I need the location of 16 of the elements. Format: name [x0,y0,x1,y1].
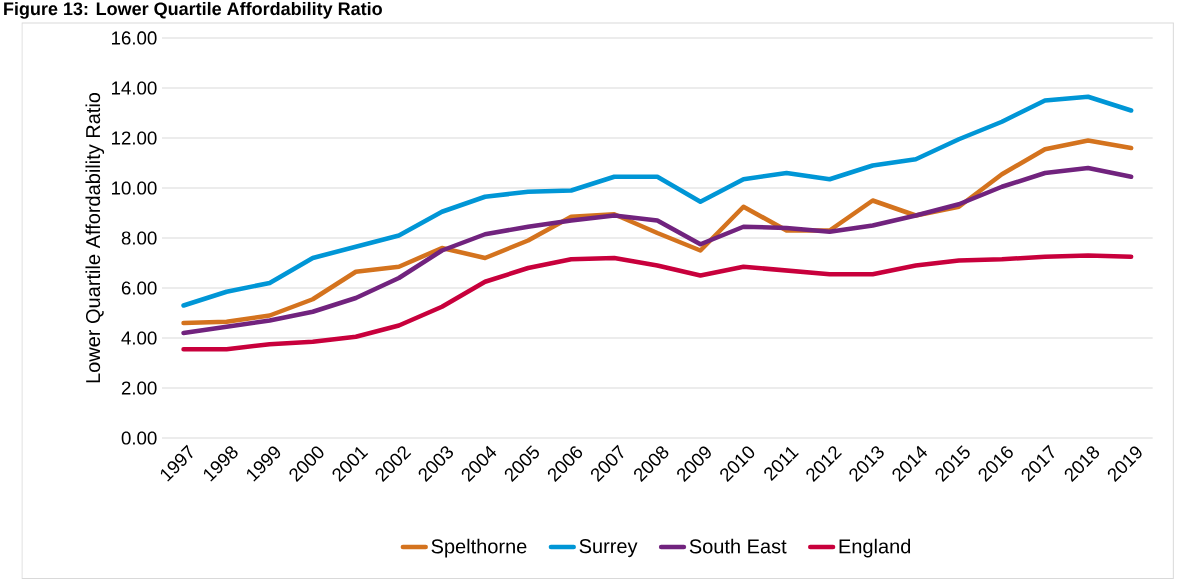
line-series [181,165,1134,336]
y-axis-title: Lower Quartile Affordability Ratio [85,92,105,383]
legend-label: Surrey [579,539,638,558]
legend-label: Spelthorne [431,538,527,558]
y-tick-label: 14.00 [112,81,157,95]
y-tick-label: 6.00 [121,281,157,295]
y-tick-label: 2.00 [121,381,157,395]
y-tick-label: 0.00 [121,431,157,445]
legend-label: South East [689,538,787,554]
y-tick-label: 12.00 [112,131,157,145]
chart-title: Figure 13: Lower Quartile Affordability Ratio [4,1,382,19]
legend-label: England [839,538,911,558]
y-tick-label: 10.00 [112,181,157,195]
y-tick-label: 8.00 [121,231,157,245]
y-tick-label: 16.00 [112,31,157,45]
y-tick-label: 4.00 [121,331,157,345]
